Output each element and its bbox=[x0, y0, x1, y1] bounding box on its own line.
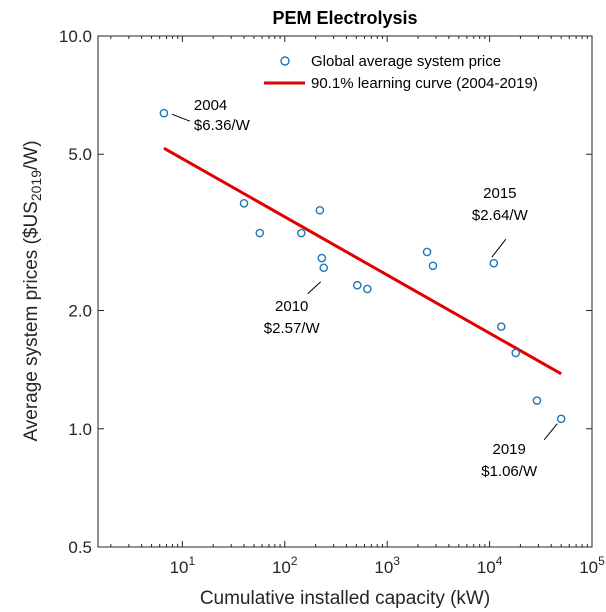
x-tick-label: 102 bbox=[272, 554, 298, 577]
y-tick-label: 0.5 bbox=[68, 538, 92, 557]
data-point bbox=[428, 261, 438, 271]
y-tick-label: 1.0 bbox=[68, 420, 92, 439]
x-tick-label-base: 10 bbox=[579, 558, 598, 577]
x-tick-label: 104 bbox=[477, 554, 503, 577]
axes-box bbox=[97, 35, 593, 548]
x-tick-label-base: 10 bbox=[170, 558, 189, 577]
chart-title: PEM Electrolysis bbox=[272, 8, 417, 28]
data-point bbox=[319, 263, 329, 273]
x-tick-label-base: 10 bbox=[477, 558, 496, 577]
annotation-year-2019: 2019 bbox=[492, 441, 525, 458]
learning-curve-line bbox=[163, 146, 562, 376]
legend-box bbox=[262, 50, 580, 98]
data-point bbox=[422, 247, 432, 257]
x-tick-label: 101 bbox=[170, 554, 196, 577]
x-axis-title: Cumulative installed capacity (kW) bbox=[200, 588, 490, 609]
data-point bbox=[255, 228, 265, 238]
annotation-price-2004: $6.36/W bbox=[194, 117, 251, 134]
data-point bbox=[317, 253, 327, 263]
data-point bbox=[511, 348, 521, 358]
legend-label-scatter: Global average system price bbox=[311, 53, 501, 70]
x-tick-label-exponent: 3 bbox=[393, 554, 400, 568]
x-tick-label: 103 bbox=[374, 554, 400, 577]
data-point bbox=[352, 280, 362, 290]
annotation-price-2019: $1.06/W bbox=[481, 463, 538, 480]
data-point bbox=[159, 108, 169, 118]
data-point bbox=[297, 228, 306, 238]
data-point bbox=[489, 258, 499, 268]
data-point bbox=[496, 322, 506, 331]
data-point bbox=[315, 205, 325, 215]
y-tick-label: 10.0 bbox=[59, 27, 92, 46]
x-tick-label-exponent: 4 bbox=[496, 554, 503, 568]
x-tick-label-exponent: 5 bbox=[598, 554, 605, 568]
y-tick-label: 2.0 bbox=[68, 302, 92, 321]
x-tick-label-exponent: 2 bbox=[291, 554, 298, 568]
x-tick-label-base: 10 bbox=[374, 558, 393, 577]
legend-marker-scatter bbox=[280, 56, 290, 66]
annotation-year-2015: 2015 bbox=[483, 185, 516, 202]
y-tick-label: 5.0 bbox=[68, 145, 92, 164]
y-axis-title-main: Average system prices ($US bbox=[21, 201, 42, 441]
x-tick-label-base: 10 bbox=[272, 558, 291, 577]
annotation-leader-2019 bbox=[543, 423, 558, 441]
annotation-price-2015: $2.64/W bbox=[472, 207, 529, 224]
data-point bbox=[556, 414, 566, 424]
annotation-leader-2004 bbox=[171, 113, 191, 122]
annotation-leader-2015 bbox=[491, 238, 507, 258]
plot-layer: 2004 $6.36/W 2010 $2.57/W 2015 $2.64/W 2019 $1.… bbox=[159, 97, 566, 480]
annotation-price-2010: $2.57/W bbox=[264, 320, 321, 337]
x-tick-label-exponent: 1 bbox=[188, 554, 195, 568]
data-point bbox=[363, 284, 372, 294]
data-point bbox=[239, 199, 249, 208]
y-axis-title-suffix: /W) bbox=[21, 140, 42, 170]
y-axis-title: Average system prices ($US2019/W) bbox=[21, 140, 44, 441]
data-point bbox=[532, 396, 542, 405]
annotation-year-2004: 2004 bbox=[194, 97, 227, 114]
annotation-leader-2010 bbox=[307, 281, 322, 295]
legend: Global average system price 90.1% learni… bbox=[262, 50, 580, 98]
legend-label-curve: 90.1% learning curve (2004-2019) bbox=[311, 75, 538, 92]
y-axis-title-subscript: 2019 bbox=[28, 170, 44, 201]
x-tick-label: 105 bbox=[579, 554, 605, 577]
annotation-year-2010: 2010 bbox=[275, 298, 308, 315]
